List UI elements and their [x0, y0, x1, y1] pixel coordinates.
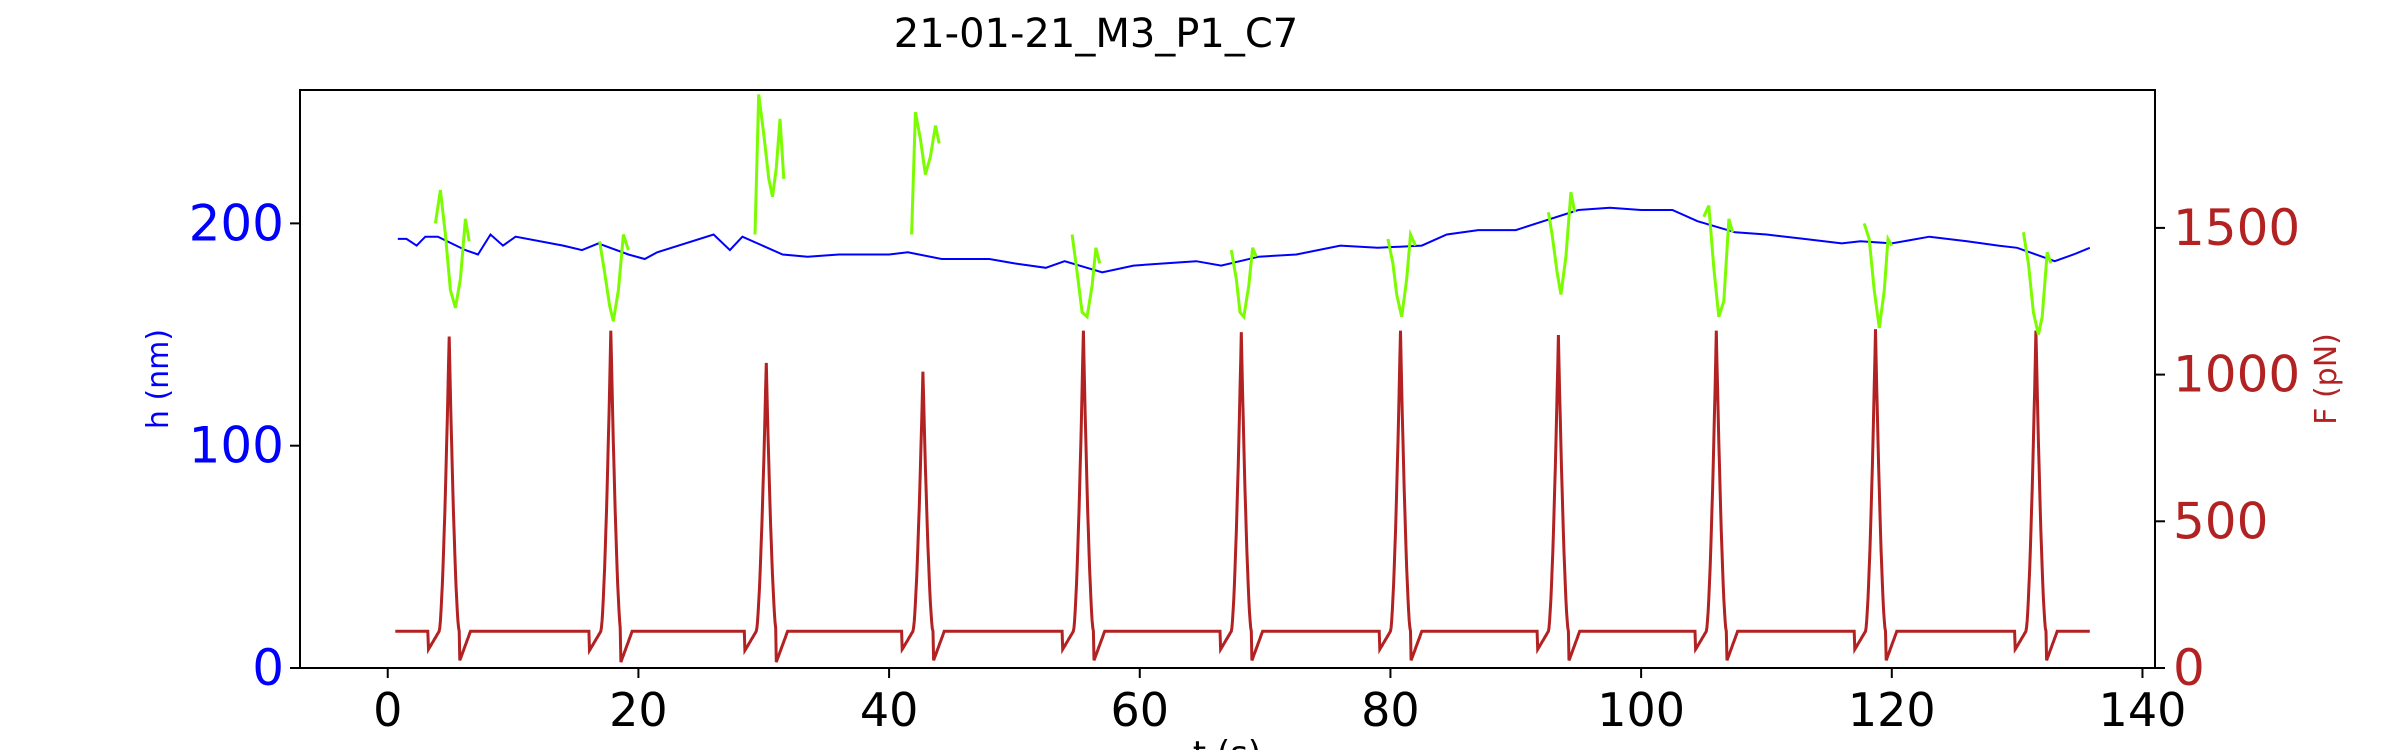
height-force-segment — [910, 111, 941, 235]
height-force-segment — [1702, 204, 1735, 318]
y-tick-label-left: 100 — [189, 417, 284, 475]
x-tick-label: 80 — [1361, 683, 1420, 737]
y-tick-label-right: 500 — [2173, 492, 2268, 550]
height-force-segment — [2021, 232, 2053, 335]
y-tick-label-right: 1500 — [2173, 199, 2300, 257]
y-tick-label-right: 1000 — [2173, 346, 2300, 404]
height-force-segment — [1229, 247, 1258, 321]
chart-title: 21-01-21_M3_P1_C7 — [894, 11, 1298, 57]
y-tick-label-right: 0 — [2173, 639, 2205, 697]
height-series-line — [397, 206, 2091, 274]
plot-frame — [299, 89, 2156, 669]
x-axis-label: t (s) — [1193, 734, 1261, 750]
x-tick-label: 100 — [1597, 683, 1685, 737]
y-axis-label-right: F (pN) — [2309, 333, 2344, 425]
plot-area — [395, 94, 2091, 663]
height-force-segment — [1386, 228, 1417, 318]
height-force-segment — [598, 234, 630, 322]
y-tick-label-left: 0 — [252, 639, 284, 697]
x-tick-label: 40 — [860, 683, 919, 737]
y-tick-label-left: 200 — [189, 194, 284, 252]
x-tick-label: 140 — [2099, 683, 2187, 737]
height-force-segment — [1070, 234, 1102, 320]
x-tick-label: 60 — [1110, 683, 1169, 737]
y-axis-label-left: h (nm) — [141, 329, 176, 429]
height-force-segment — [753, 94, 786, 235]
x-tick-label: 120 — [1848, 683, 1936, 737]
force-series-line — [395, 329, 2090, 663]
height-force-segment — [1546, 192, 1577, 295]
height-force-segment — [1862, 222, 1894, 329]
x-tick-label: 20 — [609, 683, 668, 737]
height-force-segment — [433, 189, 471, 309]
x-tick-label: 0 — [373, 683, 402, 737]
